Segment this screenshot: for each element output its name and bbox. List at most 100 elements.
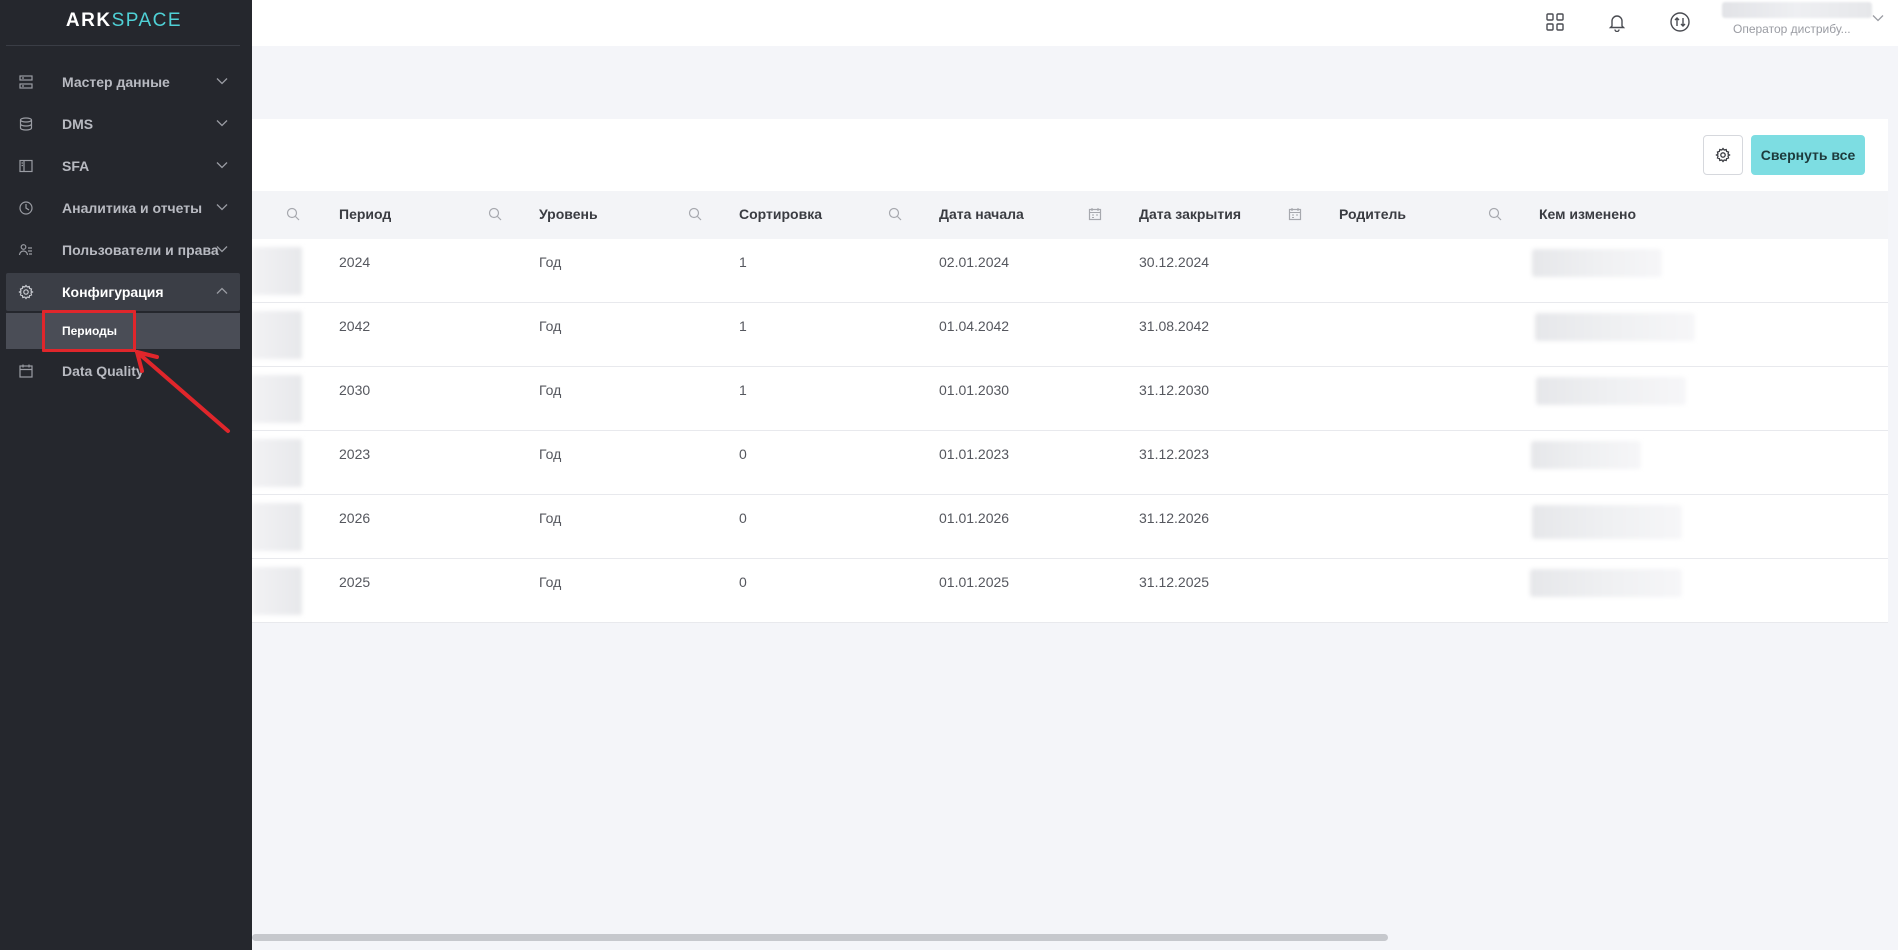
column-header-parent[interactable]: Родитель [1339, 206, 1406, 222]
chevron-up-icon [216, 287, 228, 294]
cell-sort: 1 [739, 254, 747, 270]
calendar-icon [19, 364, 33, 378]
sidebar-item-label: DMS [62, 116, 94, 132]
gear-icon [1715, 147, 1731, 163]
user-menu[interactable]: Оператор дистрибу... [1722, 2, 1884, 42]
users-icon [18, 244, 32, 256]
sidebar-item-dms[interactable]: DMS [6, 105, 240, 143]
cell-period: 2042 [339, 318, 371, 334]
table-row[interactable]: 2030 Год 1 01.01.2030 31.12.2030 [252, 367, 1888, 431]
cell-start-date: 01.01.2030 [939, 382, 1010, 398]
gear-icon [18, 284, 34, 300]
cell-period: 2023 [339, 446, 371, 462]
sidebar-item-label: Аналитика и отчеты [62, 200, 203, 216]
sidebar-item-label: Пользователи и права [62, 242, 219, 258]
table-header: Период Уровень Сортировка Дата начала Да… [252, 191, 1888, 239]
logo-space: SPACE [111, 10, 183, 31]
table-settings-button[interactable] [1703, 135, 1743, 175]
cell-end-date: 30.12.2024 [1139, 254, 1210, 270]
swap-icon[interactable] [1668, 10, 1692, 34]
search-icon[interactable] [286, 207, 300, 221]
redacted-user [1536, 377, 1686, 405]
panel-icon [19, 159, 33, 173]
sidebar-item-sfa[interactable]: SFA [6, 147, 240, 185]
cell-sort: 1 [739, 318, 747, 334]
redacted-user [1531, 441, 1641, 469]
table-row[interactable]: 2025 Год 0 01.01.2025 31.12.2025 [252, 559, 1888, 623]
sidebar-item-master-data[interactable]: Мастер данные [6, 63, 240, 101]
table-row[interactable]: 2024 Год 1 02.01.2024 30.12.2024 [252, 239, 1888, 303]
cell-end-date: 31.12.2023 [1139, 446, 1210, 462]
redacted-user [1530, 569, 1682, 597]
cell-sort: 0 [739, 574, 747, 590]
column-header-period[interactable]: Период [339, 206, 392, 222]
search-icon[interactable] [488, 207, 502, 221]
column-header-end-date[interactable]: Дата закрытия [1139, 206, 1241, 222]
cell-start-date: 02.01.2024 [939, 254, 1010, 270]
horizontal-scrollbar[interactable] [252, 934, 1888, 942]
sidebar-item-label: Мастер данные [62, 74, 170, 90]
cell-period: 2030 [339, 382, 371, 398]
cell-sort: 0 [739, 510, 747, 526]
search-icon[interactable] [1488, 207, 1502, 221]
redacted-cell [252, 567, 302, 615]
column-header-sort[interactable]: Сортировка [739, 206, 822, 222]
cell-sort: 1 [739, 382, 747, 398]
sidebar: ARKSPACE Мастер данные DMS SFA Аналитика… [0, 0, 252, 950]
app-logo[interactable]: ARKSPACE [0, 10, 248, 32]
annotation-arrow-icon [135, 350, 230, 433]
cell-start-date: 01.01.2026 [939, 510, 1010, 526]
redacted-cell [252, 439, 302, 487]
cell-end-date: 31.12.2026 [1139, 510, 1210, 526]
calendar-icon[interactable] [1088, 207, 1102, 221]
cell-start-date: 01.01.2025 [939, 574, 1010, 590]
redacted-user [1535, 313, 1695, 341]
calendar-icon[interactable] [1288, 207, 1302, 221]
user-role: Оператор дистрибу... [1733, 22, 1851, 36]
sidebar-item-analytics[interactable]: Аналитика и отчеты [6, 189, 240, 227]
column-header-level[interactable]: Уровень [539, 206, 598, 222]
cell-level: Год [539, 446, 562, 462]
redacted-user [1532, 505, 1682, 539]
apps-grid-icon[interactable] [1543, 10, 1567, 34]
stack-icon [19, 117, 33, 131]
chevron-down-icon [1872, 15, 1884, 22]
cell-period: 2025 [339, 574, 371, 590]
chevron-down-icon [216, 120, 228, 127]
bell-icon[interactable] [1605, 10, 1629, 34]
table-row[interactable]: 2026 Год 0 01.01.2026 31.12.2026 [252, 495, 1888, 559]
sidebar-item-data-quality[interactable]: Data Quality [6, 352, 240, 390]
sidebar-item-users[interactable]: Пользователи и права [6, 231, 240, 269]
sidebar-item-label: SFA [62, 158, 90, 174]
sidebar-item-label: Data Quality [62, 363, 144, 379]
column-header-start-date[interactable]: Дата начала [939, 206, 1024, 222]
cell-start-date: 01.04.2042 [939, 318, 1010, 334]
clock-icon [19, 201, 33, 215]
sidebar-item-label: Конфигурация [62, 284, 164, 300]
database-rows-icon [19, 75, 33, 89]
scrollbar-thumb[interactable] [252, 934, 1388, 941]
sidebar-subitem-periods[interactable]: Периоды [6, 313, 240, 349]
redacted-cell [252, 375, 302, 423]
redacted-cell [252, 247, 302, 295]
cell-level: Год [539, 382, 562, 398]
cell-level: Год [539, 318, 562, 334]
cell-end-date: 31.12.2025 [1139, 574, 1210, 590]
user-name-redacted [1722, 2, 1872, 18]
cell-period: 2024 [339, 254, 371, 270]
logo-brand: ARK [65, 10, 112, 31]
chevron-down-icon [216, 246, 228, 253]
cell-start-date: 01.01.2023 [939, 446, 1010, 462]
chevron-down-icon [216, 204, 228, 211]
search-icon[interactable] [688, 207, 702, 221]
column-header-modified-by[interactable]: Кем изменено [1539, 206, 1637, 222]
table-row[interactable]: 2042 Год 1 01.04.2042 31.08.2042 [252, 303, 1888, 367]
sidebar-subitem-label: Периоды [62, 324, 118, 338]
cell-sort: 0 [739, 446, 747, 462]
divider [6, 45, 240, 46]
top-bar: Оператор дистрибу... [0, 0, 1898, 46]
collapse-all-button[interactable]: Свернуть все [1751, 135, 1865, 175]
search-icon[interactable] [888, 207, 902, 221]
sidebar-item-configuration[interactable]: Конфигурация [6, 273, 240, 311]
table-row[interactable]: 2023 Год 0 01.01.2023 31.12.2023 [252, 431, 1888, 495]
